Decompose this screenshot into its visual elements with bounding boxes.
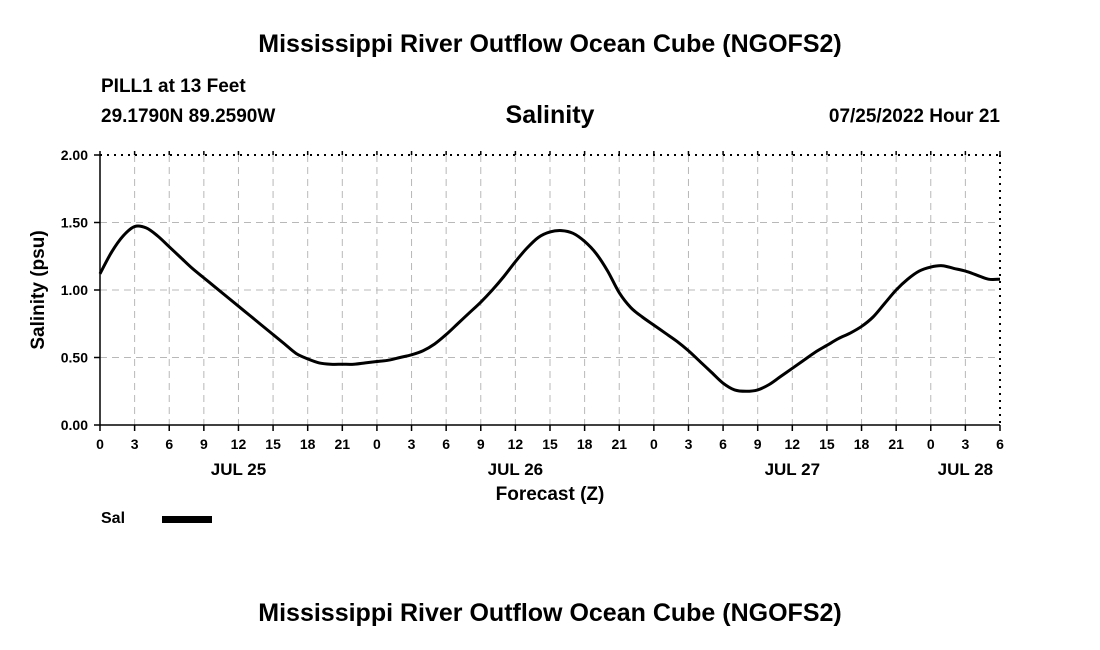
- y-tick-label: 0.50: [61, 350, 88, 366]
- x-tick-label: 21: [888, 436, 904, 452]
- x-tick-label: 12: [231, 436, 247, 452]
- day-label: JUL 26: [488, 460, 543, 479]
- day-label: JUL 27: [765, 460, 820, 479]
- x-tick-label: 9: [754, 436, 762, 452]
- day-label: JUL 25: [211, 460, 266, 479]
- x-tick-label: 6: [719, 436, 727, 452]
- x-tick-label: 15: [542, 436, 558, 452]
- x-tick-label: 12: [785, 436, 801, 452]
- legend-label: Sal: [101, 510, 126, 527]
- forecast-datetime: 07/25/2022 Hour 21: [828, 106, 1000, 127]
- x-tick-label: 3: [685, 436, 693, 452]
- x-tick-label: 0: [650, 436, 658, 452]
- x-tick-label: 15: [265, 436, 281, 452]
- y-tick-label: 1.50: [61, 215, 88, 231]
- x-tick-label: 18: [854, 436, 870, 452]
- x-tick-label: 6: [165, 436, 173, 452]
- station-coordinates: 29.1790N 89.2590W: [101, 106, 276, 127]
- y-axis-ticks: 0.00 0.50 1.00 1.50 2.00: [61, 147, 100, 433]
- series-lines: [98, 224, 1001, 393]
- x-tick-label: 12: [508, 436, 524, 452]
- y-tick-label: 1.00: [61, 282, 88, 298]
- station-label: PILL1 at 13 Feet: [101, 76, 246, 97]
- x-tick-label: 9: [200, 436, 208, 452]
- x-tick-label: 3: [408, 436, 416, 452]
- chart-main-title: Mississippi River Outflow Ocean Cube (NG…: [258, 30, 842, 58]
- x-tick-label: 21: [335, 436, 351, 452]
- y-tick-label: 2.00: [61, 147, 88, 163]
- chart-subtitle: Salinity: [505, 101, 595, 129]
- x-tick-label: 15: [819, 436, 835, 452]
- series-line-salinity: [98, 224, 1001, 393]
- x-tick-label: 6: [442, 436, 450, 452]
- x-axis-title: Forecast (Z): [496, 484, 605, 505]
- y-axis-title: Salinity (psu): [28, 230, 49, 349]
- x-tick-label: 3: [961, 436, 969, 452]
- x-axis-ticks: 0 3 6 9 12 15 18 21 0 3 6 9 12 15 18 21 0 3 6 9 12 15 18 21 0 3 6: [96, 151, 1004, 452]
- x-tick-label: 6: [996, 436, 1004, 452]
- x-tick-label: 0: [927, 436, 935, 452]
- x-tick-label: 0: [373, 436, 381, 452]
- chart-footer-title: Mississippi River Outflow Ocean Cube (NG…: [258, 599, 842, 627]
- x-tick-label: 18: [577, 436, 593, 452]
- x-tick-label: 18: [300, 436, 316, 452]
- x-tick-label: 0: [96, 436, 104, 452]
- grid-lines: [100, 155, 1000, 425]
- legend-swatch: [162, 516, 212, 523]
- y-tick-label: 0.00: [61, 417, 88, 433]
- day-label: JUL 28: [938, 460, 993, 479]
- x-tick-label: 9: [477, 436, 485, 452]
- x-tick-label: 21: [611, 436, 627, 452]
- day-labels: JUL 25 JUL 26 JUL 27 JUL 28: [211, 460, 993, 479]
- x-tick-label: 3: [131, 436, 139, 452]
